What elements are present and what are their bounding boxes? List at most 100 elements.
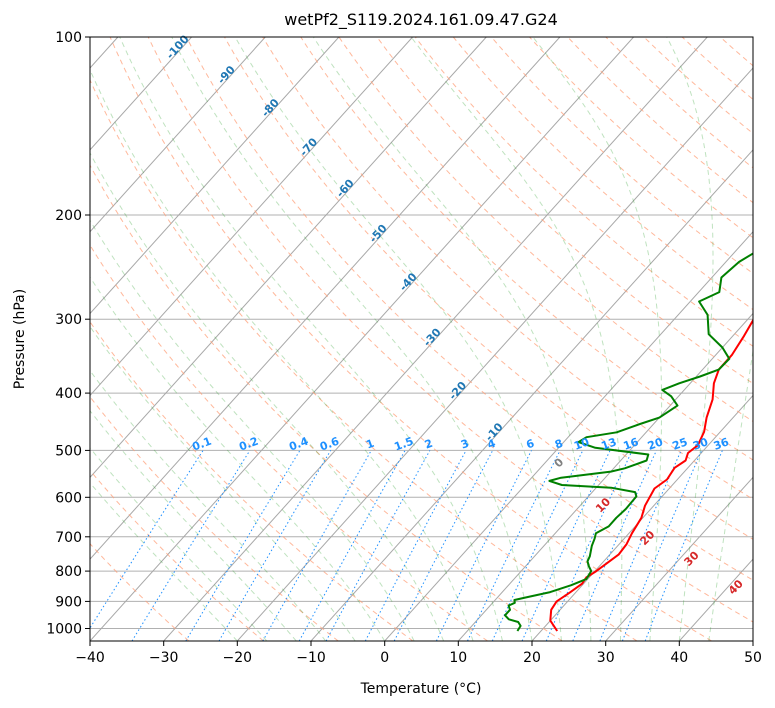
x-tick-label: −10 xyxy=(296,650,326,666)
moist-adiabat-line xyxy=(410,37,623,641)
moist-adiabat-line xyxy=(171,37,533,641)
x-tick-label: 0 xyxy=(380,650,389,666)
isotherm-line xyxy=(90,37,266,233)
mixing-ratio-label: 0.1 xyxy=(191,435,214,454)
isotherm-line xyxy=(384,231,753,641)
dry-adiabat-line xyxy=(90,395,339,641)
temperature-profile-line xyxy=(549,318,753,632)
sounding-profiles xyxy=(504,252,753,632)
isotherm-line xyxy=(531,394,753,641)
x-tick-label: 40 xyxy=(670,650,688,666)
mixing-ratio-line xyxy=(185,450,301,641)
mixing-ratio-line xyxy=(491,450,584,641)
moist-adiabat-line xyxy=(90,447,268,641)
x-tick-label: 30 xyxy=(597,650,615,666)
dry-adiabat-line xyxy=(529,37,753,239)
dry-adiabat-line xyxy=(376,37,753,385)
y-tick-label: 400 xyxy=(55,386,82,402)
mixing-ratio-label: 1 xyxy=(364,437,376,452)
plot-frame xyxy=(89,36,754,642)
x-tick-label: −40 xyxy=(75,650,105,666)
mixing-ratio-line xyxy=(131,450,251,641)
mixing-ratio-label: 8 xyxy=(553,437,565,452)
moist-adiabat-line xyxy=(90,482,238,641)
moist-adiabat-line xyxy=(90,325,356,641)
moist-adiabat-line xyxy=(90,151,445,641)
mixing-ratio-label: 2 xyxy=(423,437,435,452)
y-tick-label: 700 xyxy=(55,530,82,546)
dry-adiabat-line xyxy=(300,37,753,461)
y-tick-label: 500 xyxy=(55,443,82,459)
moist-adiabat-line xyxy=(90,68,474,641)
moist-adiabat-line xyxy=(708,347,753,641)
mixing-ratio-label: 10 xyxy=(572,435,591,453)
moist-adiabats xyxy=(90,37,753,641)
mixing-ratio-line xyxy=(467,450,561,641)
mixing-ratio-line xyxy=(90,450,204,629)
dry-adiabat-line xyxy=(90,164,563,641)
moist-adiabat-line xyxy=(119,37,503,641)
isotherm-line xyxy=(90,37,634,641)
dry-adiabat-line xyxy=(262,37,753,500)
mixing-ratio-line xyxy=(545,450,633,641)
dry-adiabat-line xyxy=(452,37,753,311)
isotherm-line xyxy=(90,37,413,397)
mixing-ratio-label: 4 xyxy=(486,437,498,452)
dry-adiabat-line xyxy=(224,37,753,540)
y-tick-label: 800 xyxy=(55,564,82,580)
isotherm-line xyxy=(236,67,753,641)
x-tick-label: 10 xyxy=(449,650,467,666)
moist-adiabat-line xyxy=(90,410,297,641)
mixing-ratio-label: 13 xyxy=(599,435,618,452)
chart-title: wetPf2_S119.2024.161.09.47.G24 xyxy=(284,10,558,30)
x-tick-label: 20 xyxy=(523,650,541,666)
isotherm-line xyxy=(90,37,561,560)
mixing-ratio-line xyxy=(435,450,532,641)
y-tick-label: 1000 xyxy=(46,622,82,638)
x-tick-label: −30 xyxy=(149,650,179,666)
mixing-ratio-label: 1.5 xyxy=(393,435,416,454)
mixing-ratio-line xyxy=(572,450,657,641)
dewpoint-profile-line xyxy=(504,252,753,632)
y-tick-label: 300 xyxy=(55,312,82,328)
skewed-isotherms xyxy=(90,37,753,641)
mixing-ratio-line xyxy=(599,450,682,641)
moist-adiabat-line xyxy=(666,37,714,641)
moist-adiabat-line xyxy=(532,37,663,641)
isotherm-line xyxy=(605,476,753,641)
mixing-ratio-label: 30 xyxy=(691,435,710,453)
isotherm-line xyxy=(163,37,708,641)
dry-adiabat-line xyxy=(90,244,488,641)
mixing-ratio-label: 25 xyxy=(671,435,690,452)
x-axis-label: Temperature (°C) xyxy=(360,681,482,697)
plot-area xyxy=(90,37,753,641)
mixing-ratio-line xyxy=(521,450,611,641)
mixing-ratio-label: 0.4 xyxy=(287,435,310,454)
dry-adiabat-line xyxy=(491,37,753,274)
mixing-ratio-label: 36 xyxy=(712,435,731,453)
x-tick-label: −20 xyxy=(223,650,253,666)
y-axis-label: Pressure (hPa) xyxy=(12,289,28,389)
mixing-ratio-lines xyxy=(90,450,723,641)
mixing-ratio-label: 0.2 xyxy=(237,435,260,454)
y-tick-label: 600 xyxy=(55,490,82,506)
mixing-ratio-label: 0.6 xyxy=(318,435,341,454)
isotherm-line xyxy=(90,37,340,315)
axis-ticks: −40 −30 −20 −10 0 10 20 30 40 5010020030040050060… xyxy=(46,30,762,666)
mixing-ratio-line xyxy=(262,450,372,641)
mixing-ratio-line xyxy=(218,450,332,641)
isotherm-line xyxy=(90,37,192,151)
dry-adiabat-line xyxy=(109,37,712,641)
mixing-ratio-label: 6 xyxy=(524,437,536,452)
x-tick-label: 50 xyxy=(744,650,762,666)
dry-adiabat-line xyxy=(185,37,753,581)
y-tick-label: 900 xyxy=(55,594,82,610)
isotherm-line xyxy=(90,37,487,479)
mixing-ratio-label: 3 xyxy=(459,437,471,452)
dry-adiabats xyxy=(90,37,753,641)
isotherm-line xyxy=(457,312,753,641)
moist-adiabat-line xyxy=(234,37,562,641)
mixing-ratio-line xyxy=(298,450,406,641)
